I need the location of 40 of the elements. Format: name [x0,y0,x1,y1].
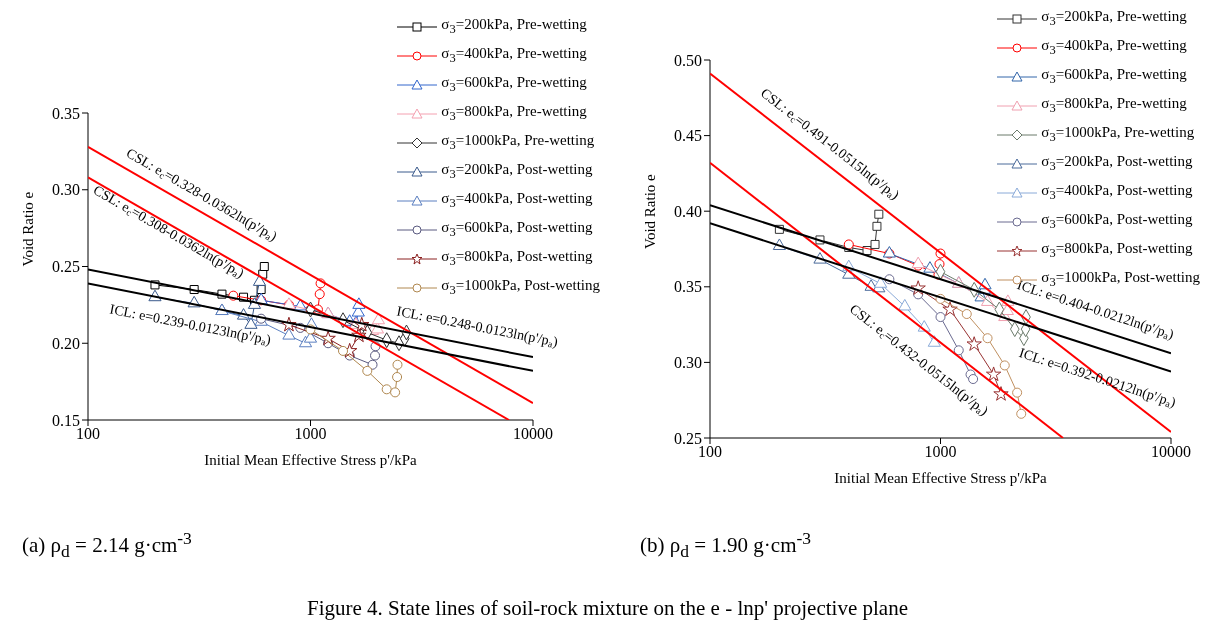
legend-label: σ$_{3}$=400kPa, Post-wetting [1041,181,1193,204]
y-axis-title: Void Ratio e [642,173,659,249]
legend-label: σ$_{3}$=400kPa, Post-wetting [441,189,593,212]
x-axis-title: Initial Mean Effective Stress p'/kPa [834,470,1048,486]
x-tick-label: 1000 [294,425,327,443]
y-axis-title: Void Ratio e [20,191,37,267]
legend-label: σ$_{3}$=200kPa, Pre-wetting [441,15,587,38]
x-tick-label: 1000 [924,443,957,461]
y-tick-label: 0.30 [674,354,702,372]
legend-label: σ$_{3}$=600kPa, Post-wetting [441,218,593,241]
y-tick-label: 0.40 [674,202,702,220]
legend-label: σ$_{3}$=1000kPa, Pre-wetting [441,131,595,154]
text: (a) ρ$_{d}$ = 2.14 g·cm$^{-3}$ [22,528,192,563]
x-tick-label: 10000 [513,425,553,443]
text: (b) ρ$_{d}$ = 1.90 g·cm$^{-3}$ [640,528,812,563]
legend-label: σ$_{3}$=1000kPa, Pre-wetting [1041,123,1195,146]
legend-label: σ$_{3}$=400kPa, Pre-wetting [441,44,587,67]
legend-label: σ$_{3}$=200kPa, Pre-wetting [1041,7,1187,30]
legend-label: σ$_{3}$=200kPa, Post-wetting [1041,152,1193,175]
legend-label: σ$_{3}$=600kPa, Post-wetting [1041,210,1193,233]
y-tick-label: 0.25 [52,258,80,276]
legend-label: σ$_{3}$=600kPa, Pre-wetting [1041,65,1187,88]
legend-label: σ$_{3}$=800kPa, Pre-wetting [1041,94,1187,117]
y-tick-label: 0.20 [52,334,80,352]
y-tick-label: 0.35 [674,278,702,296]
legend-label: σ$_{3}$=600kPa, Pre-wetting [441,73,587,96]
legend-label: σ$_{3}$=400kPa, Pre-wetting [1041,36,1187,59]
caption: Figure 4. State lines of soil-rock mixture on the e - lnp' projective plane [306,596,909,621]
y-tick-label: 0.35 [52,104,80,122]
legend-label: σ$_{3}$=1000kPa, Post-wetting [441,276,600,299]
y-tick-label: 0.50 [674,51,702,69]
y-tick-label: 0.30 [52,181,80,199]
x-axis-title: Initial Mean Effective Stress p'/kPa [204,452,418,468]
legend-label: σ$_{3}$=200kPa, Post-wetting [441,160,593,183]
x-tick-label: 10000 [1151,443,1191,461]
legend-label: σ$_{3}$=800kPa, Pre-wetting [441,102,587,125]
legend-label: σ$_{3}$=800kPa, Post-wetting [1041,239,1193,262]
legend-label: σ$_{3}$=800kPa, Post-wetting [441,247,593,270]
legend-label: σ$_{3}$=1000kPa, Post-wetting [1041,268,1200,289]
y-tick-label: 0.45 [674,127,702,145]
